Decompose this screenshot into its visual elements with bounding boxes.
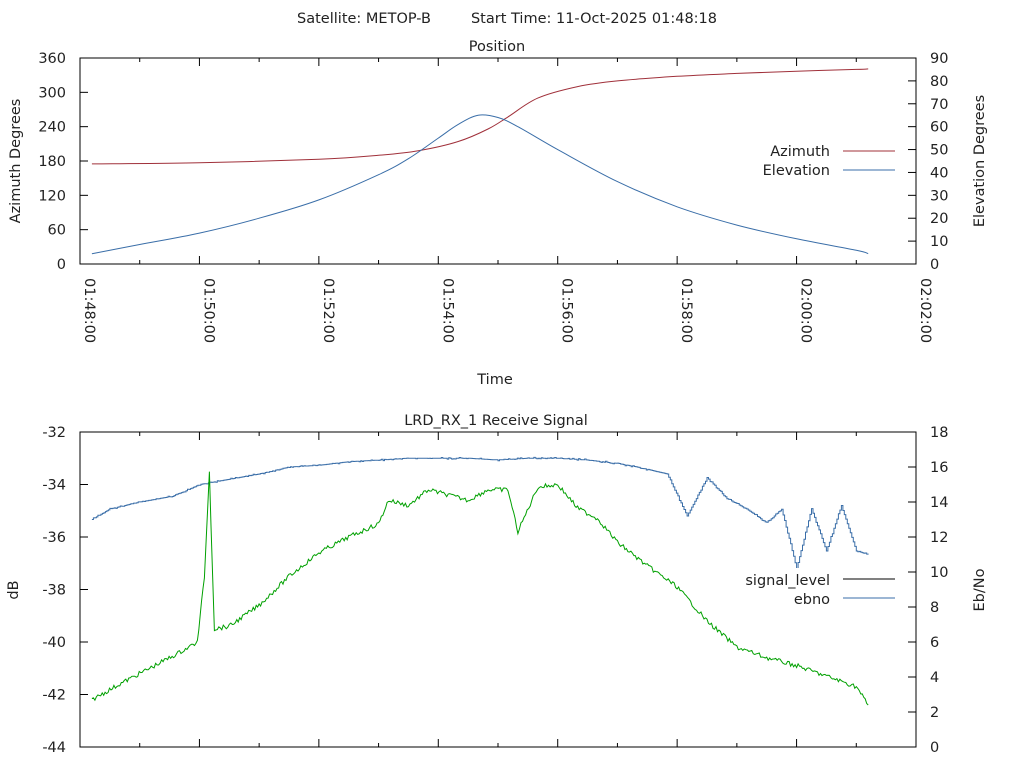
receive-signal-series-lines <box>91 456 869 706</box>
x-tick-label: 01:50:00 <box>200 278 216 343</box>
x-tick-label: 01:58:00 <box>678 278 694 343</box>
legend-label-azimuth: Azimuth <box>770 144 830 160</box>
receive-signal-y-ticks: -32 -34 -36 -38 -40 -42 -44 <box>42 425 88 756</box>
receive-signal-y-axis-label: dB <box>6 580 22 599</box>
receive-signal-legend: signal_level ebno <box>735 568 900 610</box>
receive-signal-y2-ticks: 0 2 4 6 8 10 12 14 16 18 <box>908 425 948 756</box>
y2-tick-label: 0 <box>930 257 939 273</box>
y2-tick-label: 60 <box>930 120 948 136</box>
y-tick-label: 240 <box>38 120 66 136</box>
y-tick-label: -38 <box>42 583 66 599</box>
position-x-ticks: 01:48:00 01:50:00 01:52:00 01:54:00 01:56:00… <box>79 58 933 343</box>
y2-tick-label: 30 <box>930 188 948 204</box>
y-tick-label: -36 <box>42 530 66 546</box>
receive-signal-chart-title: LRD_RX_1 Receive Signal <box>404 413 588 429</box>
y-tick-label: 360 <box>38 51 66 67</box>
y-tick-label: 0 <box>57 257 66 273</box>
y2-tick-label: 6 <box>930 635 939 651</box>
y2-tick-label: 4 <box>930 670 939 686</box>
y-tick-label: 120 <box>38 188 66 204</box>
position-y2-axis-label: Elevation Degrees <box>972 95 988 227</box>
y-tick-label: -42 <box>42 688 66 704</box>
series-line-ebno <box>91 456 869 569</box>
y2-tick-label: 50 <box>930 143 948 159</box>
y2-tick-label: 70 <box>930 97 948 113</box>
receive-signal-y2-axis-label: Eb/No <box>972 568 988 611</box>
y2-tick-label: 20 <box>930 211 948 227</box>
position-y-ticks: 0 60 120 180 240 300 360 <box>38 51 88 273</box>
y-tick-label: -44 <box>42 740 66 756</box>
y2-tick-label: 10 <box>930 234 948 250</box>
position-legend: Azimuth Elevation <box>763 144 895 179</box>
position-series-lines <box>91 68 869 255</box>
y-tick-label: 300 <box>38 85 66 101</box>
receive-signal-chart: LRD_RX_1 Receive Signal -32-34-36-38-40-… <box>6 413 988 756</box>
y2-tick-label: 8 <box>930 600 939 616</box>
series-line-unnamed <box>91 471 869 706</box>
y-tick-label: 60 <box>48 223 66 239</box>
y2-tick-label: 16 <box>930 460 948 476</box>
y2-tick-label: 18 <box>930 425 948 441</box>
y2-tick-label: 90 <box>930 51 948 67</box>
y2-tick-label: 0 <box>930 740 939 756</box>
position-chart-title: Position <box>469 39 525 55</box>
series-line-azimuth <box>91 68 869 165</box>
series-line-elevation <box>91 114 869 255</box>
y-tick-label: 180 <box>38 154 66 170</box>
legend-label-signal-level: signal_level <box>745 573 830 589</box>
x-tick-label: 01:54:00 <box>439 278 455 343</box>
y2-tick-label: 40 <box>930 165 948 181</box>
x-tick-label: 02:00:00 <box>798 278 814 343</box>
x-tick-label: 01:52:00 <box>320 278 336 343</box>
position-y-axis-label: Azimuth Degrees <box>8 99 24 224</box>
legend-label-elevation: Elevation <box>763 163 830 179</box>
y2-tick-label: 80 <box>930 74 948 90</box>
position-x-axis-label: Time <box>476 372 513 388</box>
position-y2-ticks: 0 10 20 30 40 50 60 70 80 90 <box>908 51 948 273</box>
position-plot-frame <box>79 57 917 265</box>
position-chart: Position 01:48:00 01:50:00 01:52:00 01:54:0… <box>8 39 988 388</box>
x-tick-label: 02:02:00 <box>917 278 933 343</box>
receive-signal-x-ticks <box>79 432 917 747</box>
y2-tick-label: 14 <box>930 495 948 511</box>
y-tick-label: -40 <box>42 635 66 651</box>
y-tick-label: -34 <box>42 478 66 494</box>
legend-label-ebno: ebno <box>794 592 830 608</box>
x-tick-label: 01:56:00 <box>559 278 575 343</box>
start-time-label: Start Time: 11-Oct-2025 01:48:18 <box>471 11 717 27</box>
y2-tick-label: 2 <box>930 705 939 721</box>
satellite-label: Satellite: METOP-B <box>297 11 431 27</box>
legend-background <box>735 568 900 610</box>
y2-tick-label: 12 <box>930 530 948 546</box>
y-tick-label: -32 <box>42 425 66 441</box>
y2-tick-label: 10 <box>930 565 948 581</box>
x-tick-label: 01:48:00 <box>81 278 97 343</box>
